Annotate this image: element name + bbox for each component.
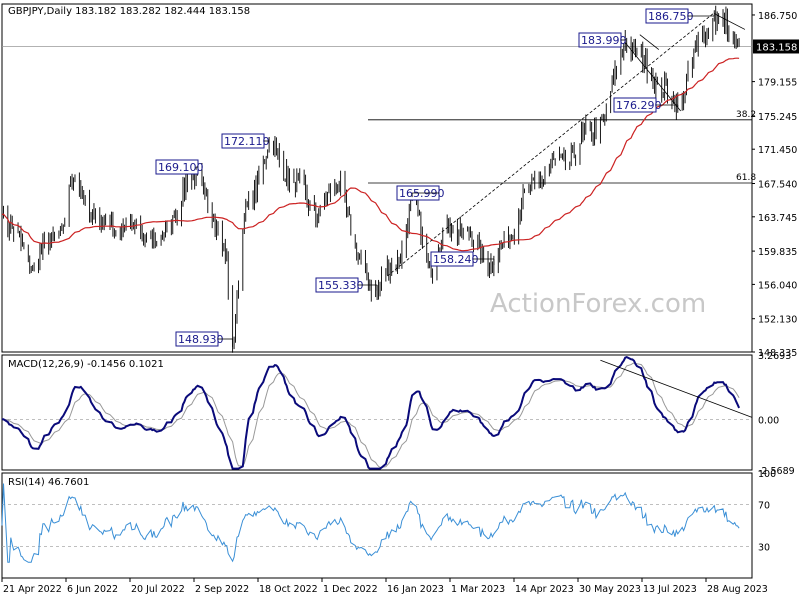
svg-text:169.100: 169.100 <box>158 161 204 174</box>
svg-text:155.330: 155.330 <box>318 279 364 292</box>
x-tick-label: 14 Apr 2023 <box>515 584 574 595</box>
rsi-y-label: 100 <box>758 469 776 480</box>
macd-title: MACD(12,26,9) -0.1456 0.1021 <box>8 359 164 370</box>
symbol-title: GBPJPY,Daily 183.182 183.282 182.444 183… <box>8 6 250 17</box>
y-tick-label: 171.450 <box>758 145 797 156</box>
svg-text:172.110: 172.110 <box>224 135 270 148</box>
moving-average-line <box>1 57 740 252</box>
svg-text:158.240: 158.240 <box>433 253 479 266</box>
x-tick-label: 2 Sep 2022 <box>195 584 249 595</box>
y-tick-label: 163.745 <box>758 213 797 224</box>
x-tick-label: 30 May 2023 <box>579 584 641 595</box>
y-tick-label: 148.335 <box>758 348 797 359</box>
svg-text:165.990: 165.990 <box>399 187 445 200</box>
y-tick-label: 167.540 <box>758 180 797 191</box>
macd-y-label: -2.5689 <box>758 466 795 477</box>
y-tick-label: 175.245 <box>758 112 797 123</box>
x-tick-label: 6 Jun 2022 <box>67 584 118 595</box>
price-label: 169.100 <box>155 159 204 175</box>
price-label: 176.290 <box>613 97 679 113</box>
y-tick-label: 179.155 <box>758 78 797 89</box>
svg-text:183.990: 183.990 <box>581 34 627 47</box>
y-tick-label: 186.750 <box>758 11 797 22</box>
price-label: 155.330 <box>315 277 378 293</box>
svg-text:148.930: 148.930 <box>178 333 224 346</box>
watermark: ActionForex.com <box>490 289 706 319</box>
rsi-y-label: 70 <box>758 501 770 512</box>
price-label: 183.990 <box>578 32 627 48</box>
dashed-trendline <box>387 12 715 277</box>
rsi-y-label: 30 <box>758 543 770 554</box>
macd-panel-frame <box>1 354 753 471</box>
x-tick-label: 1 Dec 2022 <box>323 584 378 595</box>
x-tick-label: 18 Oct 2022 <box>259 584 318 595</box>
x-tick-label: 13 Jul 2023 <box>643 584 697 595</box>
trendline-pullback <box>624 42 682 112</box>
x-tick-label: 16 Jan 2023 <box>387 584 444 595</box>
fib-label: 61.8 <box>736 173 756 183</box>
price-label: 186.750 <box>645 8 715 24</box>
price-label: 172.110 <box>221 133 270 149</box>
x-tick-label: 1 Mar 2023 <box>451 584 505 595</box>
svg-text:186.750: 186.750 <box>648 10 694 23</box>
x-tick-label: 21 Apr 2022 <box>3 584 62 595</box>
price-label: 165.990 <box>396 185 445 201</box>
price-label: 158.240 <box>430 251 495 267</box>
macd-y-label: 3.2693 <box>758 351 791 362</box>
fib-label: 38.2 <box>736 110 756 120</box>
y-tick-label: 156.040 <box>758 280 797 291</box>
macd-line <box>1 356 741 470</box>
y-tick-label: 152.130 <box>758 315 797 326</box>
macd-trendline <box>600 359 753 418</box>
x-tick-label: 28 Aug 2023 <box>707 584 768 595</box>
last-price-label: 183.158 <box>756 42 797 53</box>
svg-text:176.290: 176.290 <box>616 99 662 112</box>
trendline-small <box>639 34 660 50</box>
price-panel-frame <box>1 3 753 353</box>
y-tick-label: 159.835 <box>758 247 797 258</box>
rsi-panel-frame <box>1 472 753 579</box>
trendline-upper <box>714 13 746 30</box>
last-price-marker <box>753 39 799 54</box>
macd-signal-line <box>2 362 740 468</box>
x-tick-label: 20 Jul 2022 <box>131 584 185 595</box>
price-label: 148.930 <box>175 331 234 347</box>
macd-y-label: 0.00 <box>758 415 779 426</box>
rsi-title: RSI(14) 46.7601 <box>8 477 89 488</box>
rsi-line <box>1 483 740 563</box>
